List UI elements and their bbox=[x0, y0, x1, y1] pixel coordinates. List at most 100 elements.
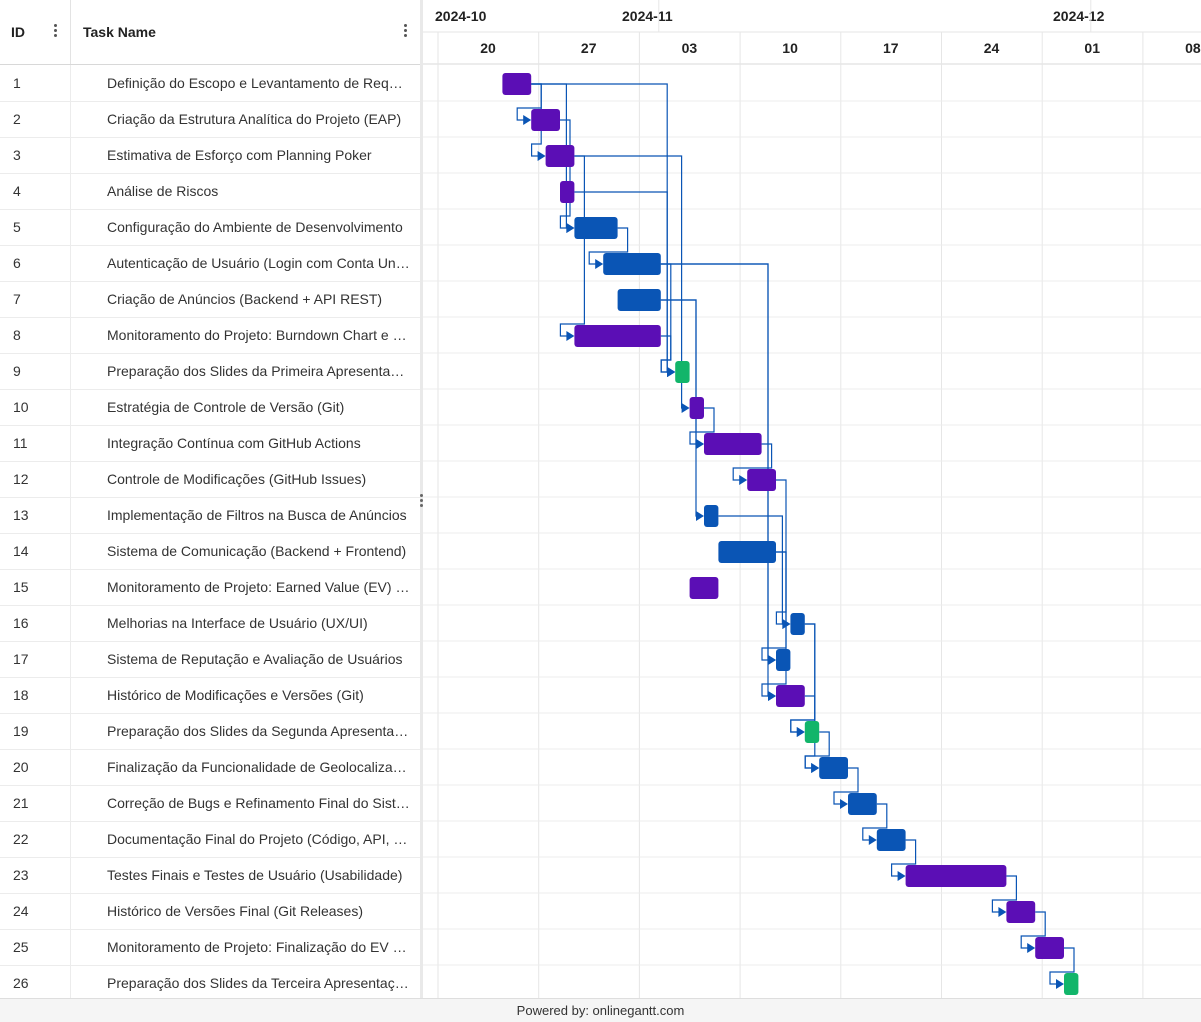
task-name[interactable]: Finalização da Funcionalidade de Geoloca… bbox=[107, 759, 410, 775]
panel-splitter[interactable] bbox=[420, 0, 423, 998]
task-name[interactable]: Correção de Bugs e Refinamento Final do … bbox=[107, 795, 410, 811]
splitter-handle-icon[interactable] bbox=[420, 494, 423, 509]
dependency-link bbox=[790, 695, 816, 733]
task-id: 9 bbox=[13, 363, 21, 379]
task-name[interactable]: Histórico de Modificações e Versões (Git… bbox=[107, 687, 364, 703]
task-name[interactable]: Sistema de Reputação e Avaliação de Usuá… bbox=[107, 651, 403, 667]
task-row[interactable]: 9 Preparação dos Slides da Primeira Apres… bbox=[0, 353, 420, 390]
dependency-link bbox=[833, 767, 859, 805]
task-row[interactable]: 19 Preparação dos Slides da Segunda Apres… bbox=[0, 713, 420, 750]
task-name[interactable]: Integração Contínua com GitHub Actions bbox=[107, 435, 361, 451]
task-row[interactable]: 21 Correção de Bugs e Refinamento Final d… bbox=[0, 785, 420, 822]
task-name[interactable]: Criação da Estrutura Analítica do Projet… bbox=[107, 111, 402, 127]
task-bar[interactable] bbox=[574, 325, 661, 347]
id-column-menu-icon[interactable] bbox=[50, 24, 60, 38]
task-row[interactable]: 17 Sistema de Reputação e Avaliação de Us… bbox=[0, 641, 420, 678]
task-bar[interactable] bbox=[545, 145, 575, 167]
task-name[interactable]: Preparação dos Slides da Primeira Aprese… bbox=[107, 363, 410, 379]
task-name[interactable]: Autenticação de Usuário (Login com Conta… bbox=[107, 255, 410, 271]
footer-credit[interactable]: Powered by: onlinegantt.com bbox=[0, 998, 1201, 1022]
task-bar[interactable] bbox=[776, 685, 805, 707]
task-bar[interactable] bbox=[689, 577, 719, 599]
task-name[interactable]: Controle de Modificações (GitHub Issues) bbox=[107, 471, 367, 487]
task-id-cell: 20 bbox=[0, 749, 71, 785]
dependency-arrow-icon bbox=[897, 871, 906, 881]
task-bar[interactable] bbox=[704, 505, 719, 527]
task-id-cell: 9 bbox=[0, 353, 71, 389]
task-row[interactable]: 12 Controle de Modificações (GitHub Issue… bbox=[0, 461, 420, 498]
task-bar[interactable] bbox=[790, 613, 805, 635]
task-bar[interactable] bbox=[531, 109, 560, 131]
task-bar[interactable] bbox=[603, 253, 661, 275]
task-name[interactable]: Estimativa de Esforço com Planning Poker bbox=[107, 147, 372, 163]
task-row[interactable]: 2 Criação da Estrutura Analítica do Proje… bbox=[0, 101, 420, 138]
task-bar[interactable] bbox=[574, 217, 618, 239]
task-bar[interactable] bbox=[747, 469, 776, 491]
task-id: 15 bbox=[13, 579, 29, 595]
task-bar[interactable] bbox=[819, 757, 848, 779]
task-id-cell: 5 bbox=[0, 209, 71, 245]
task-row[interactable]: 11 Integração Contínua com GitHub Actions bbox=[0, 425, 420, 462]
task-name[interactable]: Definição do Escopo e Levantamento de Re… bbox=[107, 75, 410, 91]
dependency-link bbox=[660, 263, 770, 661]
task-name[interactable]: Sistema de Comunicação (Backend + Fronte… bbox=[107, 543, 407, 559]
task-name[interactable]: Preparação dos Slides da Terceira Aprese… bbox=[107, 975, 410, 991]
task-bar[interactable] bbox=[718, 541, 776, 563]
task-name[interactable]: Análise de Riscos bbox=[107, 183, 219, 199]
task-bar[interactable] bbox=[502, 73, 532, 95]
task-row[interactable]: 26 Preparação dos Slides da Terceira Apre… bbox=[0, 965, 420, 1002]
dependency-arrow-icon bbox=[595, 259, 604, 269]
task-row[interactable]: 3 Estimativa de Esforço com Planning Poke… bbox=[0, 137, 420, 174]
task-name[interactable]: Monitoramento de Projeto: Finalização do… bbox=[107, 939, 410, 955]
task-bar[interactable] bbox=[804, 721, 820, 743]
task-row[interactable]: 22 Documentação Final do Projeto (Código,… bbox=[0, 821, 420, 858]
task-row[interactable]: 13 Implementação de Filtros na Busca de A… bbox=[0, 497, 420, 534]
task-bar[interactable] bbox=[876, 829, 906, 851]
task-name[interactable]: Testes Finais e Testes de Usuário (Usabi… bbox=[107, 867, 403, 883]
task-row[interactable]: 15 Monitoramento de Projeto: Earned Value… bbox=[0, 569, 420, 606]
task-row[interactable]: 23 Testes Finais e Testes de Usuário (Usa… bbox=[0, 857, 420, 894]
task-row[interactable]: 24 Histórico de Versões Final (Git Releas… bbox=[0, 893, 420, 930]
task-row[interactable]: 18 Histórico de Modificações e Versões (G… bbox=[0, 677, 420, 714]
task-bar[interactable] bbox=[689, 397, 704, 419]
task-name[interactable]: Estratégia de Controle de Versão (Git) bbox=[107, 399, 345, 415]
task-row[interactable]: 25 Monitoramento de Projeto: Finalização … bbox=[0, 929, 420, 966]
task-id-cell: 24 bbox=[0, 893, 71, 929]
task-bar[interactable] bbox=[560, 181, 575, 203]
task-bar[interactable] bbox=[1006, 901, 1036, 923]
task-row[interactable]: 10 Estratégia de Controle de Versão (Git) bbox=[0, 389, 420, 426]
task-id-cell: 8 bbox=[0, 317, 71, 353]
task-row[interactable]: 4 Análise de Riscos bbox=[0, 173, 420, 210]
task-bar[interactable] bbox=[776, 649, 791, 671]
name-column-menu-icon[interactable] bbox=[400, 24, 410, 38]
task-id: 16 bbox=[13, 615, 29, 631]
task-bar[interactable] bbox=[704, 433, 762, 455]
task-bar[interactable] bbox=[848, 793, 877, 815]
task-bar[interactable] bbox=[1035, 937, 1064, 959]
dependency-arrow-icon bbox=[1027, 943, 1036, 953]
task-name[interactable]: Preparação dos Slides da Segunda Apresen… bbox=[107, 723, 410, 739]
task-name[interactable]: Melhorias na Interface de Usuário (UX/UI… bbox=[107, 615, 368, 631]
task-bar[interactable] bbox=[905, 865, 1007, 887]
task-name[interactable]: Monitoramento de Projeto: Earned Value (… bbox=[107, 579, 410, 595]
task-name[interactable]: Configuração do Ambiente de Desenvolvime… bbox=[107, 219, 403, 235]
task-row[interactable]: 16 Melhorias na Interface de Usuário (UX/… bbox=[0, 605, 420, 642]
name-column-label: Task Name bbox=[83, 24, 156, 40]
task-bar[interactable] bbox=[617, 289, 661, 311]
task-name[interactable]: Implementação de Filtros na Busca de Anú… bbox=[107, 507, 407, 523]
task-row[interactable]: 6 Autenticação de Usuário (Login com Cont… bbox=[0, 245, 420, 282]
task-row[interactable]: 5 Configuração do Ambiente de Desenvolvim… bbox=[0, 209, 420, 246]
task-row[interactable]: 20 Finalização da Funcionalidade de Geolo… bbox=[0, 749, 420, 786]
task-row[interactable]: 1 Definição do Escopo e Levantamento de R… bbox=[0, 65, 420, 102]
task-name[interactable]: Histórico de Versões Final (Git Releases… bbox=[107, 903, 363, 919]
task-row[interactable]: 8 Monitoramento do Projeto: Burndown Char… bbox=[0, 317, 420, 354]
task-bar[interactable] bbox=[675, 361, 690, 383]
task-row[interactable]: 7 Criação de Anúncios (Backend + API REST… bbox=[0, 281, 420, 318]
id-column-header[interactable]: ID bbox=[0, 0, 71, 64]
task-bar[interactable] bbox=[1064, 973, 1079, 995]
task-name[interactable]: Criação de Anúncios (Backend + API REST) bbox=[107, 291, 383, 307]
task-name[interactable]: Documentação Final do Projeto (Código, A… bbox=[107, 831, 410, 847]
task-row[interactable]: 14 Sistema de Comunicação (Backend + Fron… bbox=[0, 533, 420, 570]
task-name[interactable]: Monitoramento do Projeto: Burndown Chart… bbox=[107, 327, 410, 343]
week-label: 17 bbox=[883, 40, 899, 56]
